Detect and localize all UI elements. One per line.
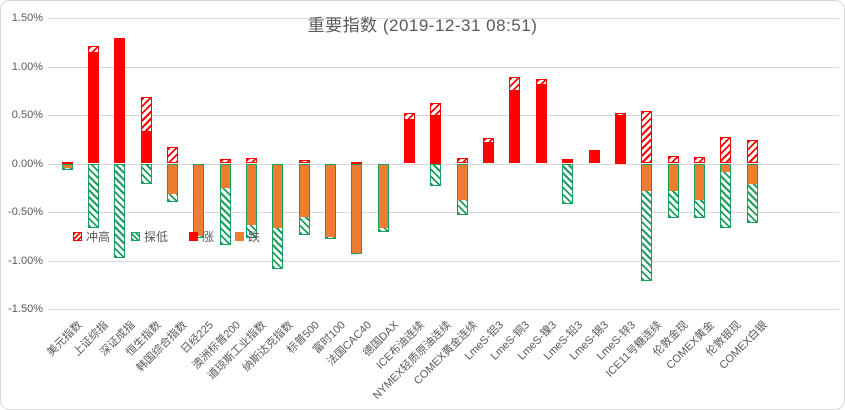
bar-segment-fall bbox=[246, 164, 256, 225]
bar-segment-fall bbox=[457, 164, 467, 201]
bar-segment-fall bbox=[694, 164, 704, 201]
bar-segment-rise bbox=[114, 38, 126, 164]
bar-segment-low bbox=[641, 163, 653, 281]
bar-segment-low bbox=[746, 163, 758, 223]
bar-segment-fall bbox=[326, 164, 335, 238]
bar-segment-high bbox=[667, 155, 679, 164]
bar-segment-fall bbox=[62, 164, 72, 169]
bar-segment-fall bbox=[167, 164, 177, 194]
gridline bbox=[48, 66, 839, 68]
legend-item[interactable]: 探低 bbox=[131, 228, 168, 245]
y-axis-tick: 0.50% bbox=[11, 109, 43, 121]
bar-segment-rise bbox=[562, 158, 574, 164]
legend-label: 跌 bbox=[248, 230, 261, 244]
bar-segment-fall bbox=[378, 164, 388, 228]
y-axis-tick: -0.50% bbox=[8, 206, 43, 218]
bar-segment-low bbox=[667, 163, 679, 218]
bar-segment-rise bbox=[509, 89, 521, 164]
legend-swatch-icon bbox=[73, 232, 82, 241]
bar-segment-fall bbox=[299, 164, 309, 217]
bar-segment-low bbox=[114, 163, 126, 258]
legend-label: 探低 bbox=[144, 230, 169, 244]
gridline bbox=[48, 163, 839, 165]
y-axis-tick: -1.50% bbox=[8, 303, 43, 315]
bar-segment-high bbox=[456, 157, 468, 164]
legend-item[interactable]: 涨 bbox=[189, 228, 214, 245]
y-axis-tick: -1.00% bbox=[8, 254, 43, 267]
legend-label: 冲高 bbox=[86, 230, 111, 244]
gridline bbox=[48, 260, 839, 262]
bar-segment-high bbox=[641, 111, 653, 164]
bar-segment-rise bbox=[483, 142, 495, 164]
bar-segment-fall bbox=[220, 164, 230, 188]
chart-legend: 冲高 探低 涨 跌 bbox=[73, 228, 260, 245]
bar-segment-rise bbox=[614, 115, 626, 164]
bar-segment-fall bbox=[642, 164, 652, 191]
bar-segment-rise bbox=[430, 115, 442, 164]
gridline bbox=[48, 18, 839, 19]
bar-segment-rise bbox=[404, 118, 416, 164]
bar-segment-rise bbox=[87, 51, 99, 164]
legend-swatch-icon bbox=[235, 232, 245, 241]
bar-segment-rise bbox=[535, 83, 547, 164]
bar-segment-high bbox=[298, 159, 310, 164]
bar-segment-low bbox=[219, 163, 231, 245]
legend-item[interactable]: 跌 bbox=[235, 228, 260, 245]
bar-segment-high bbox=[351, 161, 363, 164]
bar-segment-fall bbox=[668, 164, 678, 191]
gridline bbox=[48, 115, 839, 116]
bar-segment-fall bbox=[352, 164, 362, 253]
bar-segment-rise bbox=[61, 162, 73, 164]
bar-segment-low bbox=[87, 163, 99, 229]
bar-segment-high bbox=[245, 157, 257, 164]
bar-segment-low bbox=[140, 163, 152, 184]
bar-segment-high bbox=[746, 140, 758, 164]
y-axis-tick: 0.00% bbox=[11, 157, 43, 170]
chart-title: 重要指数 (2019-12-31 08:51) bbox=[307, 16, 538, 35]
legend-swatch-icon bbox=[131, 232, 141, 241]
bar-segment-low bbox=[720, 163, 732, 229]
bar-segment-high bbox=[219, 158, 231, 164]
bar-segment-rise bbox=[588, 149, 600, 164]
gridline bbox=[48, 212, 839, 213]
y-axis-tick: 1.00% bbox=[11, 60, 43, 73]
gridline bbox=[48, 309, 839, 310]
bar-segment-low bbox=[562, 163, 574, 205]
bar-segment-fall bbox=[194, 164, 204, 237]
legend-swatch-icon bbox=[189, 232, 199, 241]
legend-label: 涨 bbox=[202, 230, 215, 244]
bar-segment-high bbox=[720, 137, 732, 164]
bar-segment-rise bbox=[140, 130, 152, 164]
bar-segment-fall bbox=[747, 164, 757, 184]
bar-segment-low bbox=[430, 163, 442, 186]
bar-segment-high bbox=[166, 147, 178, 164]
legend-item[interactable]: 冲高 bbox=[73, 228, 110, 245]
bar-segment-high bbox=[693, 156, 705, 164]
bar-segment-fall bbox=[721, 164, 731, 173]
bar-segment-fall bbox=[273, 164, 283, 229]
y-axis-tick: 1.50% bbox=[11, 12, 43, 24]
